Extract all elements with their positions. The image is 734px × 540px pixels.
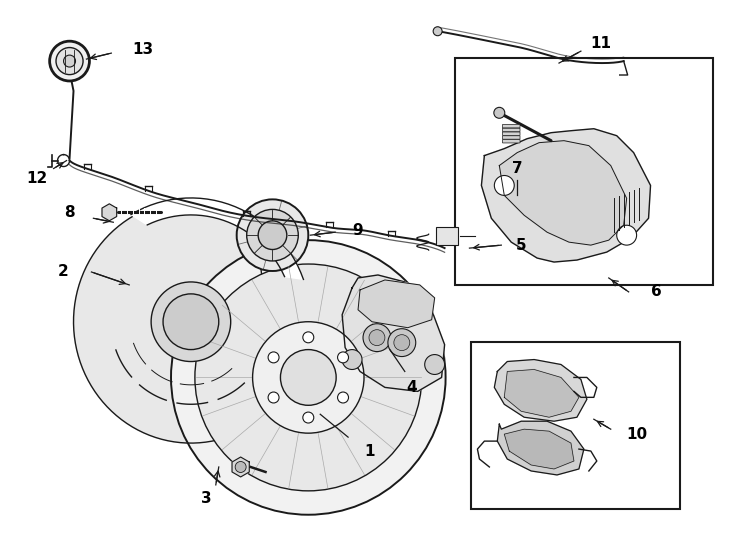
Circle shape	[494, 176, 515, 195]
Text: 11: 11	[590, 36, 611, 51]
Circle shape	[258, 221, 287, 249]
Polygon shape	[232, 457, 250, 477]
Text: 6: 6	[651, 285, 662, 299]
Polygon shape	[504, 369, 579, 417]
Circle shape	[268, 352, 279, 363]
Circle shape	[280, 349, 336, 406]
Text: 2: 2	[58, 265, 69, 280]
Circle shape	[252, 322, 364, 433]
Circle shape	[195, 264, 422, 491]
Circle shape	[394, 335, 410, 350]
Circle shape	[494, 107, 505, 118]
FancyBboxPatch shape	[503, 124, 520, 128]
Polygon shape	[482, 129, 650, 262]
FancyBboxPatch shape	[503, 136, 520, 139]
Circle shape	[235, 462, 246, 472]
FancyBboxPatch shape	[503, 128, 520, 132]
Polygon shape	[504, 429, 574, 469]
Circle shape	[50, 41, 90, 81]
Text: 13: 13	[133, 42, 153, 57]
Circle shape	[163, 294, 219, 349]
Text: 8: 8	[65, 205, 75, 220]
Text: 7: 7	[512, 161, 523, 176]
Polygon shape	[499, 140, 627, 245]
Circle shape	[425, 355, 445, 374]
Bar	[454, 58, 713, 285]
Circle shape	[56, 48, 83, 75]
FancyBboxPatch shape	[503, 139, 520, 143]
Polygon shape	[102, 204, 117, 221]
Text: 3: 3	[200, 491, 211, 507]
Bar	[471, 342, 680, 509]
Text: 4: 4	[407, 380, 417, 395]
Circle shape	[617, 225, 636, 245]
Circle shape	[236, 199, 308, 271]
FancyBboxPatch shape	[503, 132, 520, 136]
Bar	[436, 227, 457, 245]
Polygon shape	[73, 200, 264, 443]
Text: 5: 5	[516, 238, 526, 253]
Circle shape	[369, 330, 385, 346]
Text: 12: 12	[26, 171, 47, 186]
Circle shape	[268, 392, 279, 403]
Circle shape	[171, 240, 446, 515]
Polygon shape	[342, 275, 445, 392]
Text: 1: 1	[365, 443, 375, 458]
Circle shape	[388, 329, 415, 356]
Circle shape	[433, 27, 442, 36]
Circle shape	[64, 55, 76, 67]
Circle shape	[363, 323, 391, 352]
Circle shape	[342, 349, 362, 369]
Circle shape	[247, 210, 298, 261]
Polygon shape	[131, 198, 303, 279]
Circle shape	[303, 332, 313, 343]
Polygon shape	[498, 421, 584, 475]
Text: 10: 10	[626, 427, 647, 442]
Polygon shape	[494, 360, 587, 421]
Circle shape	[338, 392, 349, 403]
Text: 9: 9	[353, 222, 363, 238]
Circle shape	[151, 282, 230, 361]
Circle shape	[303, 412, 313, 423]
Polygon shape	[358, 280, 435, 328]
Circle shape	[338, 352, 349, 363]
